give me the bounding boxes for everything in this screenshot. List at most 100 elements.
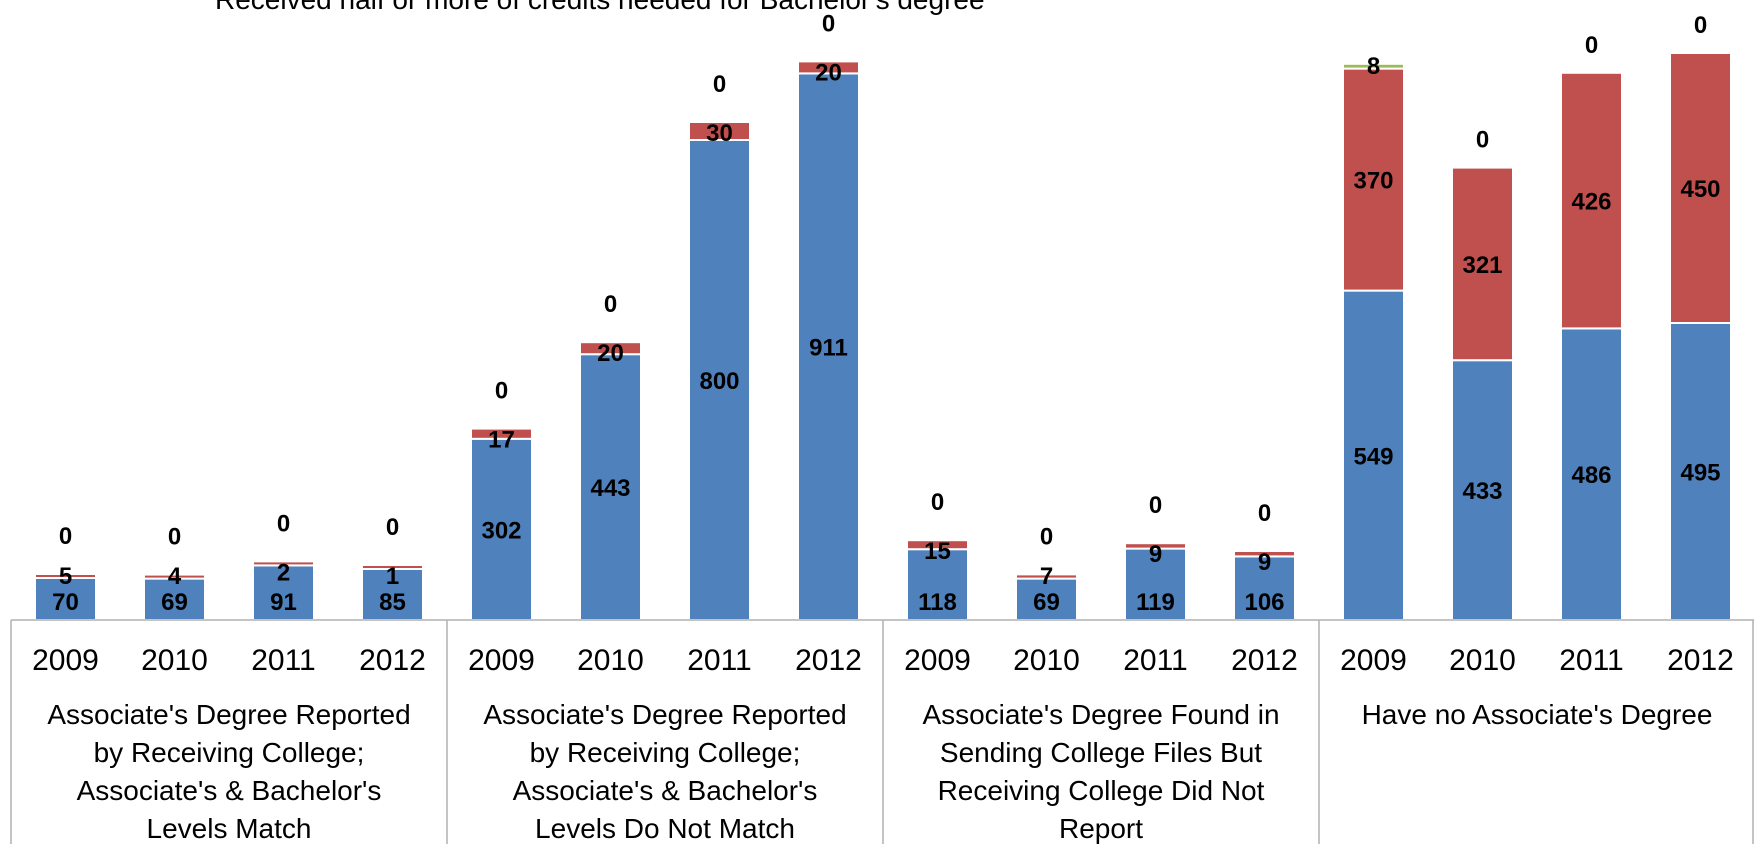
data-label: 0 bbox=[931, 489, 944, 516]
bar-segment bbox=[1451, 166, 1514, 362]
bar-segment bbox=[143, 573, 206, 580]
data-label: 450 bbox=[1680, 176, 1720, 203]
data-label: 370 bbox=[1353, 168, 1393, 195]
year-tick-label: 2010 bbox=[577, 644, 644, 677]
group-label-line: Associate's Degree Reported bbox=[483, 699, 846, 730]
bar-segment bbox=[1015, 573, 1078, 580]
data-label: 0 bbox=[277, 510, 290, 537]
group-label-line: Have no Associate's Degree bbox=[1362, 699, 1713, 730]
bar-segment bbox=[1342, 62, 1405, 70]
data-label: 0 bbox=[386, 514, 399, 541]
data-label: 433 bbox=[1462, 478, 1502, 505]
data-label: 426 bbox=[1571, 189, 1611, 216]
bar-segment bbox=[1233, 550, 1296, 558]
bar-segment bbox=[34, 577, 97, 621]
data-label: 0 bbox=[604, 291, 617, 318]
year-tick-label: 2009 bbox=[904, 644, 971, 677]
group-label-line: by Receiving College; bbox=[530, 737, 801, 768]
data-label: 30 bbox=[706, 120, 733, 147]
data-label: 0 bbox=[1694, 12, 1707, 39]
data-label: 5 bbox=[59, 563, 72, 590]
data-label: 0 bbox=[1258, 500, 1271, 527]
bar-segment bbox=[252, 564, 315, 622]
data-label: 69 bbox=[1033, 589, 1060, 616]
year-tick-label: 2011 bbox=[687, 644, 752, 677]
data-label: 9 bbox=[1258, 549, 1271, 576]
data-label: 8 bbox=[1367, 53, 1380, 80]
bar-segment bbox=[797, 60, 860, 75]
data-label: 17 bbox=[488, 427, 515, 454]
bar-segment bbox=[1342, 67, 1405, 292]
group-label-line: Levels Match bbox=[147, 813, 312, 844]
data-label: 0 bbox=[1585, 32, 1598, 59]
data-label: 15 bbox=[924, 538, 951, 565]
data-label: 549 bbox=[1353, 443, 1393, 470]
data-label: 7 bbox=[1040, 563, 1053, 590]
bar-segment bbox=[1342, 289, 1405, 621]
group-label-line: Levels Do Not Match bbox=[535, 813, 795, 844]
legend-entry: Received half or more of credits needed … bbox=[215, 0, 985, 15]
bar-segment bbox=[470, 427, 533, 440]
data-label: 2 bbox=[277, 559, 290, 586]
data-label: 302 bbox=[481, 517, 521, 544]
data-label: 70 bbox=[52, 589, 79, 616]
data-label: 0 bbox=[168, 524, 181, 551]
year-tick-label: 2009 bbox=[32, 644, 99, 677]
year-tick-label: 2011 bbox=[1123, 644, 1188, 677]
year-tick-label: 2010 bbox=[1449, 644, 1516, 677]
bar-segment bbox=[1669, 52, 1732, 324]
bars-layer bbox=[34, 52, 1732, 622]
data-label: 495 bbox=[1680, 460, 1720, 487]
data-label: 486 bbox=[1571, 462, 1611, 489]
data-label: 443 bbox=[590, 475, 630, 502]
data-label: 119 bbox=[1136, 589, 1175, 616]
data-label: 91 bbox=[270, 589, 297, 616]
year-tick-label: 2009 bbox=[468, 644, 535, 677]
data-label: 20 bbox=[597, 340, 624, 367]
group-label-line: Associate's & Bachelor's bbox=[513, 775, 818, 806]
group-label-line: Associate's & Bachelor's bbox=[77, 775, 382, 806]
year-tick-label: 2010 bbox=[141, 644, 208, 677]
bar-segment bbox=[1560, 71, 1623, 330]
data-label: 800 bbox=[699, 368, 739, 395]
data-label: 4 bbox=[168, 563, 182, 590]
bar-segment bbox=[34, 573, 97, 579]
bar-segment bbox=[906, 539, 969, 551]
data-label: 0 bbox=[1149, 492, 1162, 519]
data-label: 321 bbox=[1462, 252, 1502, 279]
bar-segment bbox=[252, 560, 315, 567]
year-tick-label: 2012 bbox=[1667, 644, 1734, 677]
category-axis: 2009 2010 2011 2012 Associate's Degree Repor… bbox=[10, 619, 1754, 844]
data-label: 9 bbox=[1149, 541, 1162, 568]
data-label: 69 bbox=[161, 589, 188, 616]
group-label-line: Report bbox=[1059, 813, 1143, 844]
group-label-line: Associate's Degree Reported bbox=[47, 699, 410, 730]
year-tick-label: 2011 bbox=[1559, 644, 1624, 677]
group-label-line: Sending College Files But bbox=[940, 737, 1262, 768]
bar-segment bbox=[470, 437, 533, 621]
bar-segment bbox=[361, 564, 424, 570]
data-label: 0 bbox=[495, 378, 508, 405]
bar-segment bbox=[1124, 542, 1187, 550]
group-label-line: Associate's Degree Found in bbox=[922, 699, 1279, 730]
bar-segment bbox=[688, 121, 751, 141]
data-label: 118 bbox=[918, 589, 957, 616]
data-label: 0 bbox=[1476, 127, 1489, 154]
data-label: 20 bbox=[815, 59, 842, 86]
data-label: 911 bbox=[809, 335, 848, 362]
data-label: 85 bbox=[379, 589, 406, 616]
year-tick-label: 2012 bbox=[359, 644, 426, 677]
group-label-line: by Receiving College; bbox=[94, 737, 365, 768]
bar-segment bbox=[906, 548, 969, 622]
year-tick-label: 2010 bbox=[1013, 644, 1080, 677]
bar-segment bbox=[579, 353, 642, 621]
bar-segment bbox=[579, 341, 642, 356]
data-label: 0 bbox=[1040, 523, 1053, 550]
group-label-line: Receiving College Did Not bbox=[938, 775, 1265, 806]
data-label: 0 bbox=[822, 10, 835, 37]
year-tick-label: 2012 bbox=[1231, 644, 1298, 677]
data-label: 1 bbox=[386, 563, 399, 590]
year-tick-label: 2011 bbox=[251, 644, 316, 677]
